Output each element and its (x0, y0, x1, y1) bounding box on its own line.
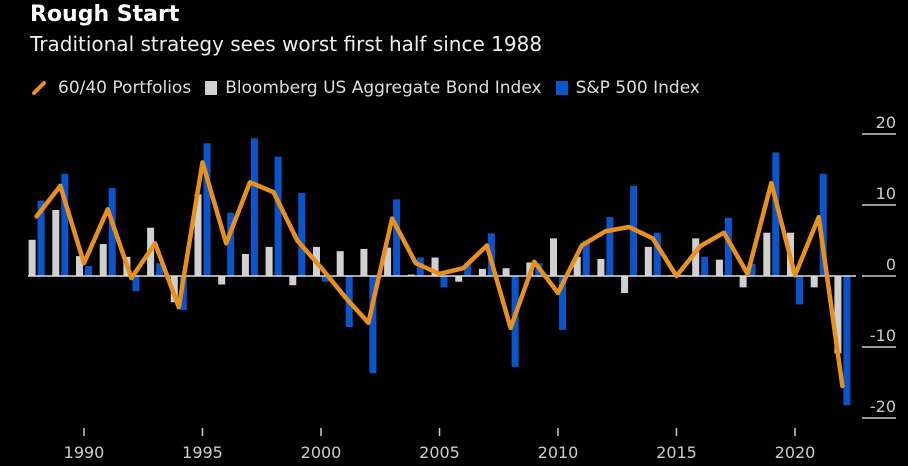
y-tick-label: -10 (870, 326, 896, 345)
bar-bond (265, 246, 273, 276)
chart-subtitle: Traditional strategy sees worst first ha… (30, 32, 543, 56)
bar-sp500 (582, 240, 590, 276)
bar-sp500 (724, 217, 732, 276)
x-tick-label: 1990 (64, 443, 105, 462)
bar-sp500 (227, 212, 235, 276)
bar-bond (692, 238, 700, 276)
line-6040-portfolios (34, 160, 845, 389)
bar-bond (76, 256, 83, 276)
bar-bond (644, 246, 652, 276)
bar-sp500 (772, 152, 780, 276)
legend: 60/40 Portfolios Bloomberg US Aggregate … (30, 78, 714, 98)
bar-sp500 (440, 276, 448, 288)
bar-sp500 (393, 199, 401, 276)
legend-label: 60/40 Portfolios (58, 78, 192, 98)
bar-bond (715, 259, 723, 276)
bar-bond (218, 276, 226, 285)
bar-sp500 (132, 276, 140, 291)
legend-label: S&P 500 Index (575, 78, 700, 98)
bar-bond (478, 268, 486, 276)
legend-box-swatch (555, 81, 568, 95)
bar-sp500 (108, 187, 116, 276)
bar-sp500 (85, 266, 92, 276)
bar-sp500 (748, 263, 756, 276)
y-tick-label: 0 (886, 255, 896, 274)
bar-sp500 (464, 263, 472, 276)
bar-sp500 (819, 173, 827, 276)
bar-bond (502, 268, 510, 276)
bar-bond (834, 276, 842, 354)
bar-sp500 (796, 276, 803, 305)
bar-bond (431, 257, 439, 276)
bar-bond (99, 244, 107, 276)
bar-sp500 (369, 276, 377, 374)
bar-bond (455, 276, 463, 282)
x-tick-label: 2005 (419, 443, 460, 462)
y-tick-label: -20 (870, 397, 896, 416)
bar-sp500 (203, 143, 211, 276)
bar-sp500 (606, 217, 614, 276)
bar-sp500 (156, 263, 164, 276)
bar-sp500 (61, 173, 69, 276)
bar-bond (573, 256, 581, 276)
legend-item-6040: 60/40 Portfolios (30, 78, 191, 98)
legend-box-swatch (205, 81, 218, 95)
bar-bond (289, 276, 297, 286)
bar-sp500 (559, 276, 566, 330)
bar-bond (763, 232, 771, 276)
legend-item-sp500: S&P 500 Index (555, 78, 700, 98)
x-tick-label: 2020 (775, 443, 816, 462)
bar-sp500 (843, 276, 851, 406)
bar-bond (597, 258, 605, 276)
bar-bond (810, 276, 818, 288)
bar-bond (28, 239, 36, 276)
bar-sp500 (653, 232, 661, 276)
y-tick-label: 10 (876, 184, 896, 203)
x-tick-label: 2000 (301, 443, 342, 462)
bar-sp500 (298, 192, 306, 276)
bar-bond (360, 249, 368, 276)
bar-sp500 (322, 276, 329, 282)
x-tick-label: 2010 (538, 443, 579, 462)
chart-title: Rough Start (30, 2, 180, 27)
legend-item-bond: Bloomberg US Aggregate Bond Index (205, 78, 542, 98)
x-tick-label: 1995 (182, 443, 223, 462)
x-tick-label: 2015 (656, 443, 697, 462)
y-tick-label: 20 (876, 113, 896, 132)
bar-bond (241, 253, 249, 276)
bar-bond (739, 276, 747, 288)
bar-sp500 (701, 256, 709, 276)
bar-bond (194, 194, 202, 276)
bar-bond (384, 247, 392, 276)
bar-sp500 (274, 156, 282, 276)
bar-bond (52, 209, 60, 276)
bar-sp500 (37, 200, 45, 276)
bar-sp500 (250, 138, 258, 276)
bar-bond (550, 238, 557, 276)
legend-label: Bloomberg US Aggregate Bond Index (225, 78, 542, 98)
bar-bond (621, 276, 629, 294)
bar-bond (336, 251, 344, 276)
